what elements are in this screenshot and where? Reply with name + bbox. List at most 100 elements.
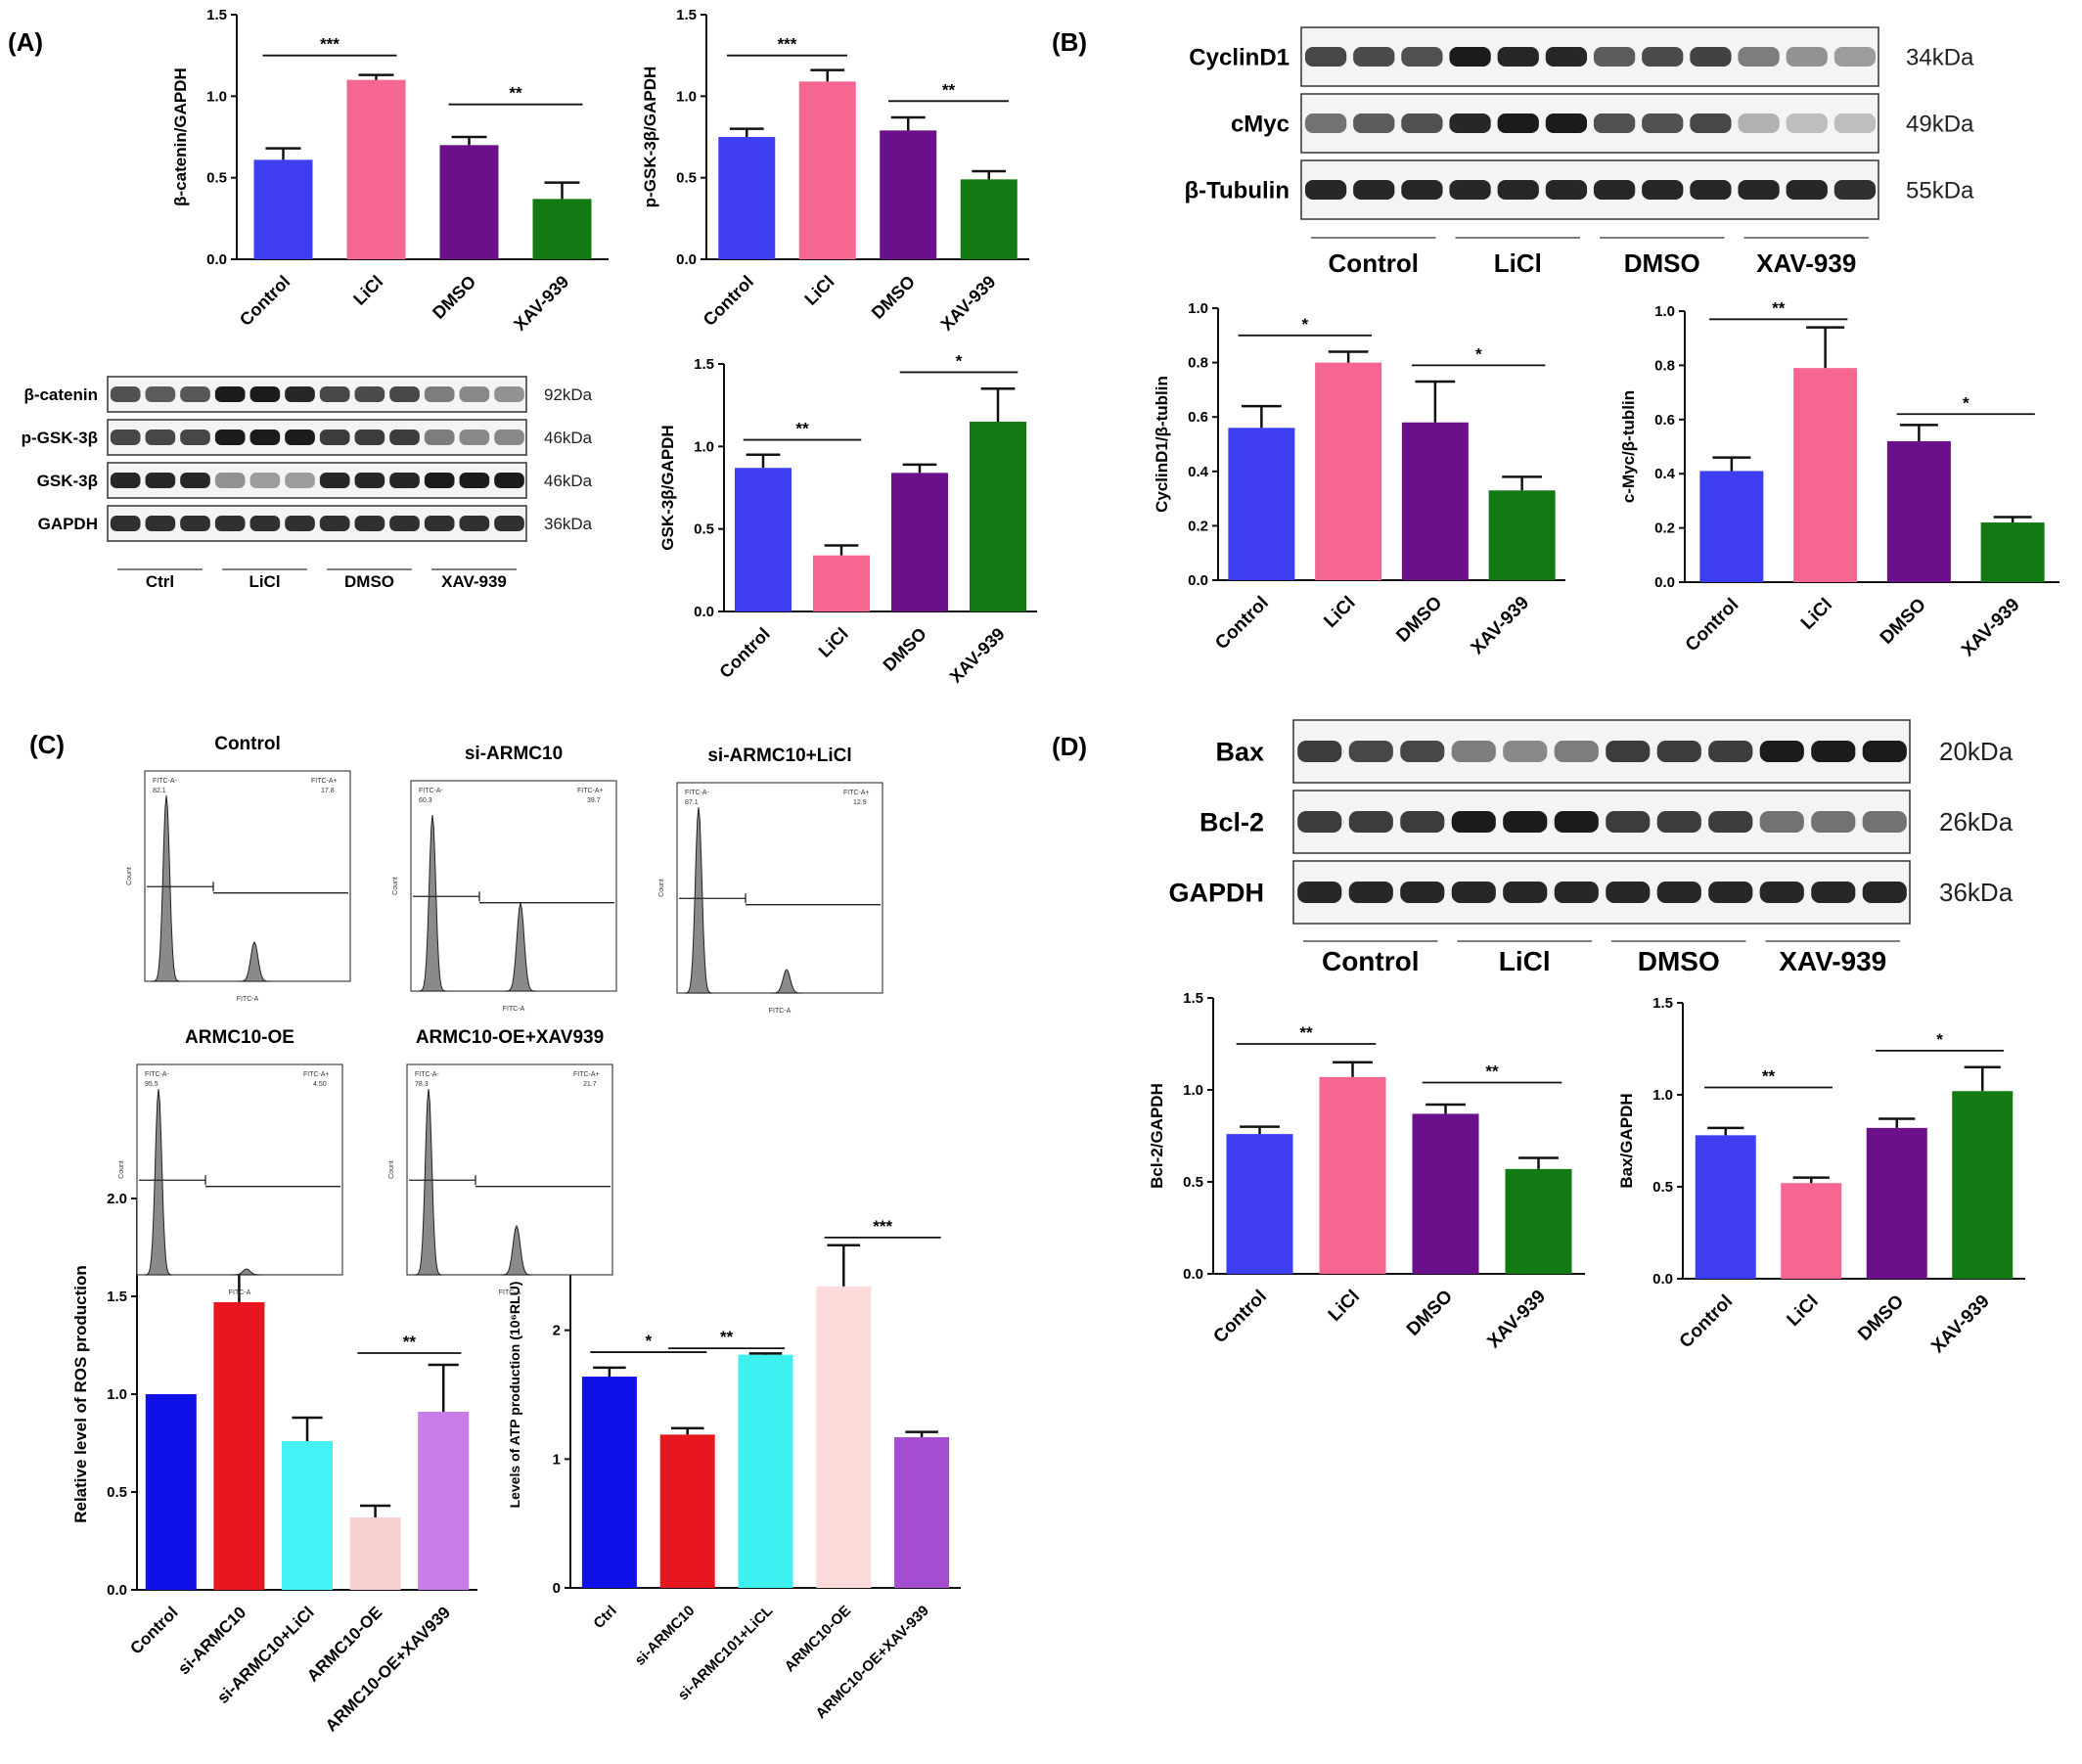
significance-label: *** bbox=[873, 1217, 892, 1236]
y-axis-label: Bcl-2/GAPDH bbox=[1148, 1083, 1166, 1189]
flow-y-label: Count bbox=[126, 867, 133, 885]
flow-frame bbox=[136, 1063, 343, 1276]
y-tick-label: 1.5 bbox=[676, 7, 697, 23]
x-tick-label: LiCl bbox=[1784, 1291, 1823, 1331]
y-tick-label: 1.0 bbox=[206, 88, 227, 105]
flow-x-label: FITC-A bbox=[237, 996, 259, 1003]
significance-label: ** bbox=[1299, 1023, 1313, 1042]
y-tick-label: 0.6 bbox=[1188, 409, 1208, 426]
flow-x-label: FITC-A bbox=[769, 1008, 792, 1015]
blot-band bbox=[1304, 180, 1347, 200]
significance-label: ** bbox=[509, 84, 522, 103]
blot-band bbox=[180, 516, 210, 531]
blot-strip bbox=[107, 505, 527, 542]
significance-label: *** bbox=[320, 35, 339, 54]
blot-band bbox=[1554, 741, 1599, 762]
bar bbox=[1695, 1135, 1756, 1279]
blot-band bbox=[1593, 113, 1636, 133]
flow-gate-left-value: 78.3 bbox=[415, 1081, 429, 1088]
blot-band bbox=[1449, 47, 1491, 67]
blot-band bbox=[1554, 882, 1599, 903]
bar bbox=[798, 81, 856, 259]
bar bbox=[145, 1394, 197, 1590]
significance-label: * bbox=[1475, 344, 1482, 363]
y-axis-label: GSK-3β/GAPDH bbox=[658, 425, 677, 550]
blot-band bbox=[1786, 180, 1828, 200]
flow-gate-left-name: FITC-A- bbox=[685, 790, 710, 796]
flow-gate-right-name: FITC-A+ bbox=[843, 790, 870, 796]
x-tick-label: Control bbox=[1209, 1287, 1271, 1348]
blot-band bbox=[285, 473, 315, 488]
bar bbox=[253, 159, 313, 259]
y-tick-label: 0.5 bbox=[206, 170, 227, 187]
x-tick-label: LiCl bbox=[800, 272, 837, 309]
blot-band bbox=[1304, 113, 1347, 133]
blot-band bbox=[145, 430, 176, 445]
bar bbox=[735, 468, 792, 611]
blot-size-label: 49kDa bbox=[1906, 111, 1974, 137]
bar bbox=[282, 1441, 333, 1590]
y-tick-label: 0.0 bbox=[1652, 1271, 1673, 1288]
y-tick-label: 1.0 bbox=[1654, 303, 1675, 320]
blot-band bbox=[1786, 113, 1828, 133]
blot-band bbox=[145, 473, 176, 488]
western-blot-b: CyclinD1 34kDa cMyc 49kDa β-Tubulin 55kDa Cont… bbox=[1185, 26, 1974, 278]
y-tick-label: 0.2 bbox=[1188, 518, 1208, 534]
x-tick-label: ARMC10-OE bbox=[782, 1603, 855, 1676]
significance-label: ** bbox=[720, 1328, 734, 1346]
x-tick-label: Control bbox=[1682, 595, 1743, 656]
blot-protein-label: β-catenin bbox=[23, 385, 98, 404]
blot-size-label: 36kDa bbox=[1939, 878, 2014, 907]
y-tick-label: 0.0 bbox=[1654, 574, 1675, 591]
flow-peak bbox=[684, 806, 713, 994]
y-tick-label: 1.5 bbox=[206, 7, 227, 23]
flow-peak bbox=[770, 969, 803, 994]
x-tick-label: Control bbox=[1676, 1291, 1738, 1353]
blot-band bbox=[1353, 113, 1395, 133]
flow-peak bbox=[144, 1088, 173, 1276]
x-tick-label: XAV-939 bbox=[946, 624, 1009, 687]
flow-title: Control bbox=[214, 734, 281, 754]
bar-chart-a1: 0.0 0.5 1.0 1.5 β-catenin/GAPDH Control LiCl DM… bbox=[171, 7, 609, 335]
blot-band bbox=[1297, 882, 1342, 903]
blot-size-label: 20kDa bbox=[1939, 737, 2014, 766]
bar bbox=[1699, 471, 1764, 582]
bar bbox=[880, 130, 937, 259]
blot-band bbox=[459, 386, 490, 402]
y-tick-label: 0.4 bbox=[1188, 464, 1209, 480]
blot-protein-label: Bax bbox=[1215, 737, 1264, 766]
blot-band bbox=[389, 516, 420, 531]
blot-band bbox=[1304, 47, 1347, 67]
bar bbox=[1228, 428, 1295, 580]
bar-chart-d2: 0.0 0.5 1.0 1.5 Bax/GAPDH Control LiCl DMSO XAV-… bbox=[1617, 995, 2025, 1357]
y-axis-label: Relative level of ROS production bbox=[71, 1265, 90, 1523]
blot-band bbox=[214, 473, 246, 488]
bar bbox=[816, 1286, 872, 1588]
blot-strip bbox=[1300, 93, 1879, 154]
blot-group-label: XAV-939 bbox=[1756, 249, 1856, 278]
blot-size-label: 46kDa bbox=[544, 472, 593, 490]
blot-band bbox=[1297, 741, 1342, 762]
bar bbox=[346, 79, 406, 260]
y-tick-label: 1.0 bbox=[107, 1386, 127, 1403]
x-tick-label: Control bbox=[126, 1603, 181, 1657]
bar bbox=[813, 555, 870, 611]
y-tick-label: 0.0 bbox=[107, 1582, 127, 1599]
blot-band bbox=[249, 430, 281, 445]
y-tick-label: 1.5 bbox=[694, 356, 714, 373]
blot-protein-label: cMyc bbox=[1231, 111, 1290, 137]
flow-gate-right-value: 39.7 bbox=[587, 797, 601, 804]
blot-protein-label: GSK-3β bbox=[37, 472, 98, 490]
blot-band bbox=[1353, 180, 1395, 200]
x-tick-label: DMSO bbox=[1877, 595, 1930, 649]
flow-title: si-ARMC10+LiCl bbox=[707, 746, 851, 766]
blot-band bbox=[1400, 882, 1445, 903]
y-tick-label: 0.6 bbox=[1654, 412, 1675, 429]
blot-band bbox=[1862, 882, 1907, 903]
blot-strip bbox=[1292, 790, 1911, 854]
flow-title: si-ARMC10 bbox=[465, 744, 563, 764]
y-tick-label: 0.8 bbox=[1654, 357, 1675, 374]
blot-band bbox=[1497, 47, 1539, 67]
blot-band bbox=[1759, 741, 1804, 762]
